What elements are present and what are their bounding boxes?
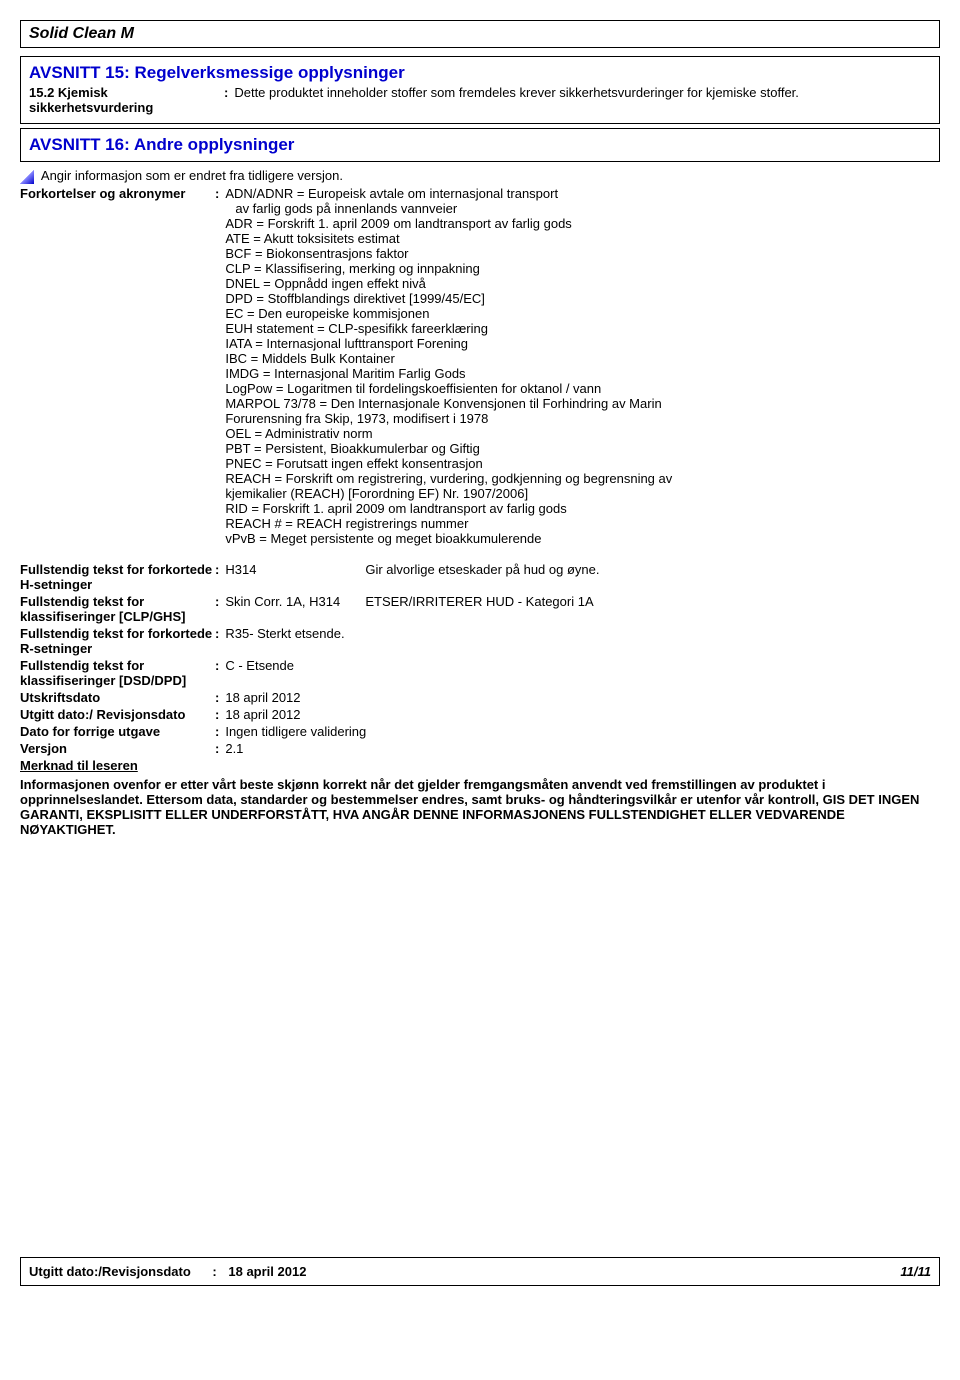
footer-page: 11/11 xyxy=(900,1264,931,1279)
footer-date: 18 april 2012 xyxy=(228,1264,306,1279)
info-label: Fullstendig tekst for forkortede H-setni… xyxy=(20,562,215,592)
acronym-line: Forurensning fra Skip, 1973, modifisert … xyxy=(225,411,940,426)
section-16-box: AVSNITT 16: Andre opplysninger xyxy=(20,128,940,162)
acronym-line: BCF = Biokonsentrasjons faktor xyxy=(225,246,940,261)
colon: : xyxy=(215,186,225,201)
acronym-line: DPD = Stoffblandings direktivet [1999/45… xyxy=(225,291,940,306)
colon: : xyxy=(224,85,234,100)
acronym-line: RID = Forskrift 1. april 2009 om landtra… xyxy=(225,501,940,516)
acronym-line: IMDG = Internasjonal Maritim Farlig Gods xyxy=(225,366,940,381)
code-desc: Gir alvorlige etseskader på hud og øyne. xyxy=(365,562,599,577)
colon: : xyxy=(215,724,225,739)
info-value: Skin Corr. 1A, H314ETSER/IRRITERER HUD -… xyxy=(225,594,940,609)
info-row: Utgitt dato:/ Revisjonsdato:18 april 201… xyxy=(20,707,940,722)
info-label: Fullstendig tekst for klassifiseringer [… xyxy=(20,594,215,624)
section-15-value: Dette produktet inneholder stoffer som f… xyxy=(234,85,931,100)
info-value: R35- Sterkt etsende. xyxy=(225,626,940,641)
acronym-line: MARPOL 73/78 = Den Internasjonale Konven… xyxy=(225,396,940,411)
code-value: H314 xyxy=(225,562,365,577)
section-15-heading: AVSNITT 15: Regelverksmessige opplysning… xyxy=(29,63,931,83)
colon: : xyxy=(215,562,225,577)
acronym-line: ADR = Forskrift 1. april 2009 om landtra… xyxy=(225,216,940,231)
info-label: Fullstendig tekst for forkortede R-setni… xyxy=(20,626,215,656)
change-note-text: Angir informasjon som er endret fra tidl… xyxy=(41,168,343,183)
info-row: Fullstendig tekst for klassifiseringer [… xyxy=(20,658,940,688)
info-value: C - Etsende xyxy=(225,658,940,673)
section-16-heading: AVSNITT 16: Andre opplysninger xyxy=(29,135,931,155)
acronym-line: PBT = Persistent, Bioakkumulerbar og Gif… xyxy=(225,441,940,456)
code-desc: ETSER/IRRITERER HUD - Kategori 1A xyxy=(365,594,593,609)
acronym-line: OEL = Administrativ norm xyxy=(225,426,940,441)
acronym-line: av farlig gods på innenlands vannveier xyxy=(225,201,940,216)
acronym-line: REACH = Forskrift om registrering, vurde… xyxy=(225,471,940,486)
colon: : xyxy=(215,707,225,722)
footer-box: Utgitt dato:/Revisjonsdato : 18 april 20… xyxy=(20,1257,940,1286)
change-note-row: Angir informasjon som er endret fra tidl… xyxy=(20,168,940,184)
colon: : xyxy=(215,594,225,609)
acronyms-row: Forkortelser og akronymer : ADN/ADNR = E… xyxy=(20,186,940,546)
info-row: Utskriftsdato:18 april 2012 xyxy=(20,690,940,705)
change-marker-icon xyxy=(20,170,34,184)
reader-note-label: Merknad til leseren xyxy=(20,758,940,773)
info-value: Ingen tidligere validering xyxy=(225,724,940,739)
section-15-box: AVSNITT 15: Regelverksmessige opplysning… xyxy=(20,56,940,124)
footer-left: Utgitt dato:/Revisjonsdato : 18 april 20… xyxy=(29,1264,306,1279)
colon: : xyxy=(215,690,225,705)
info-row: Fullstendig tekst for forkortede H-setni… xyxy=(20,562,940,592)
colon: : xyxy=(215,741,225,756)
footer-label: Utgitt dato:/Revisjonsdato xyxy=(29,1264,191,1279)
acronym-line: ATE = Akutt toksisitets estimat xyxy=(225,231,940,246)
info-row: Versjon:2.1 xyxy=(20,741,940,756)
info-row: Dato for forrige utgave:Ingen tidligere … xyxy=(20,724,940,739)
section-15-label: 15.2 Kjemisk sikkerhetsvurdering xyxy=(29,85,224,115)
acronyms-label: Forkortelser og akronymer xyxy=(20,186,215,201)
colon: : xyxy=(215,658,225,673)
acronym-line: IATA = Internasjonal lufttransport Foren… xyxy=(225,336,940,351)
info-row: Fullstendig tekst for forkortede R-setni… xyxy=(20,626,940,656)
acronym-line: EUH statement = CLP-spesifikk fareerklær… xyxy=(225,321,940,336)
info-value: 18 april 2012 xyxy=(225,690,940,705)
info-value: H314Gir alvorlige etseskader på hud og ø… xyxy=(225,562,940,577)
acronym-line: REACH # = REACH registrerings nummer xyxy=(225,516,940,531)
acronym-line: vPvB = Meget persistente og meget bioakk… xyxy=(225,531,940,546)
acronyms-list: ADN/ADNR = Europeisk avtale om internasj… xyxy=(225,186,940,546)
info-value: 2.1 xyxy=(225,741,940,756)
acronym-line: ADN/ADNR = Europeisk avtale om internasj… xyxy=(225,186,940,201)
section-15-row: 15.2 Kjemisk sikkerhetsvurdering : Dette… xyxy=(29,85,931,115)
info-value: 18 april 2012 xyxy=(225,707,940,722)
acronym-line: CLP = Klassifisering, merking og innpakn… xyxy=(225,261,940,276)
acronym-line: IBC = Middels Bulk Kontainer xyxy=(225,351,940,366)
product-title-box: Solid Clean M xyxy=(20,20,940,48)
info-label: Utgitt dato:/ Revisjonsdato xyxy=(20,707,215,722)
colon: : xyxy=(215,626,225,641)
info-row: Fullstendig tekst for klassifiseringer [… xyxy=(20,594,940,624)
info-label: Fullstendig tekst for klassifiseringer [… xyxy=(20,658,215,688)
acronym-line: kjemikalier (REACH) [Forordning EF) Nr. … xyxy=(225,486,940,501)
product-title: Solid Clean M xyxy=(29,25,134,42)
acronym-line: PNEC = Forutsatt ingen effekt konsentras… xyxy=(225,456,940,471)
acronym-line: LogPow = Logaritmen til fordelingskoeffi… xyxy=(225,381,940,396)
acronym-line: DNEL = Oppnådd ingen effekt nivå xyxy=(225,276,940,291)
code-value: Skin Corr. 1A, H314 xyxy=(225,594,365,609)
info-label: Dato for forrige utgave xyxy=(20,724,215,739)
info-label: Utskriftsdato xyxy=(20,690,215,705)
acronym-line: EC = Den europeiske kommisjonen xyxy=(225,306,940,321)
info-label: Versjon xyxy=(20,741,215,756)
disclaimer-text: Informasjonen ovenfor er etter vårt best… xyxy=(20,777,940,837)
